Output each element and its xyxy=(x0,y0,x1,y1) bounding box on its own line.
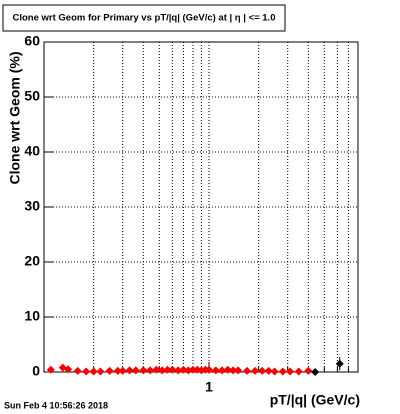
point xyxy=(278,367,287,376)
point xyxy=(105,366,114,375)
point xyxy=(304,366,313,375)
point xyxy=(335,359,344,368)
point xyxy=(163,365,172,374)
point xyxy=(118,366,127,375)
point xyxy=(211,366,220,375)
point xyxy=(264,366,273,375)
point xyxy=(73,366,82,375)
point xyxy=(294,367,303,376)
y-tick-label: 30 xyxy=(24,198,40,214)
point xyxy=(158,366,167,375)
x-axis-label: pT/|q| (GeV/c) xyxy=(270,392,360,408)
y-tick-label: 0 xyxy=(32,363,40,379)
y-axis-label: Clone wrt Geom (%) xyxy=(7,51,23,184)
y-tick-label: 40 xyxy=(24,143,40,159)
point xyxy=(218,366,227,375)
point xyxy=(286,367,295,376)
y-tick-label: 50 xyxy=(24,88,40,104)
point xyxy=(258,366,267,375)
point xyxy=(125,366,134,375)
point xyxy=(184,366,193,375)
point xyxy=(250,366,259,375)
point xyxy=(270,367,279,376)
point xyxy=(204,365,213,374)
point xyxy=(234,366,243,375)
point xyxy=(152,365,161,374)
point xyxy=(179,365,188,374)
point xyxy=(46,365,55,374)
y-tick-label: 10 xyxy=(24,308,40,324)
point xyxy=(311,368,320,376)
y-tick-label: 60 xyxy=(24,33,40,49)
chart-title: Clone wrt Geom for Primary vs pT/|q| (Ge… xyxy=(13,13,276,24)
point xyxy=(223,365,232,374)
point xyxy=(139,366,148,375)
title-box xyxy=(2,4,286,32)
point xyxy=(82,367,91,376)
footer-date: Sun Feb 4 10:56:26 2018 xyxy=(4,400,108,410)
point xyxy=(96,367,105,376)
point xyxy=(243,366,252,375)
point xyxy=(113,366,122,375)
point xyxy=(174,366,183,375)
point xyxy=(229,366,238,375)
point xyxy=(168,365,177,374)
x-tick-label: 1 xyxy=(205,379,213,395)
y-tick-label: 20 xyxy=(24,253,40,269)
point xyxy=(64,365,73,374)
point xyxy=(89,367,98,376)
point xyxy=(131,366,140,375)
point xyxy=(189,365,198,374)
point xyxy=(146,366,155,375)
